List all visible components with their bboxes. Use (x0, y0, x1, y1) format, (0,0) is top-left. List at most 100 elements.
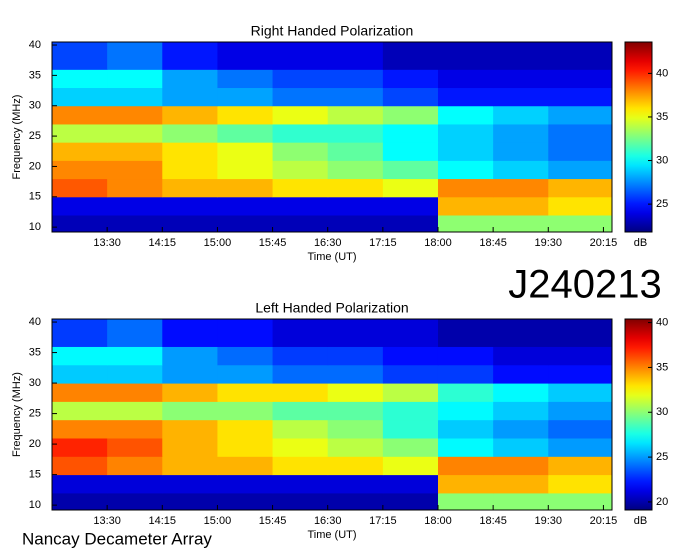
heatmap-cell (162, 492, 218, 511)
x-tick-label: 13:30 (93, 237, 121, 249)
heatmap-cell (548, 123, 613, 143)
heatmap-cell (493, 142, 549, 161)
heatmap-cell (217, 319, 274, 347)
heatmap-cell (493, 419, 549, 439)
heatmap-cell (437, 196, 494, 216)
heatmap-cell (107, 123, 163, 143)
x-axis-label: Time (UT) (307, 529, 356, 541)
heatmap-cell (493, 364, 549, 384)
heatmap-cell (382, 123, 439, 143)
x-tick-label: 13:30 (93, 515, 121, 527)
heatmap-cell (217, 364, 274, 384)
heatmap-cell (272, 492, 329, 511)
heatmap-cell (327, 437, 384, 457)
y-axis-label: Frequency (MHz) (11, 372, 23, 457)
heatmap-cell (162, 419, 218, 439)
heatmap-cell (382, 142, 439, 161)
heatmap-cell (493, 178, 549, 198)
heatmap-cell (107, 437, 163, 457)
heatmap-cell (162, 42, 218, 70)
event-id: J240213 (508, 263, 661, 307)
heatmap-cell (52, 419, 108, 439)
x-tick-label: 19:30 (535, 515, 563, 527)
heatmap-cell (272, 160, 329, 180)
heatmap-cell (107, 215, 163, 233)
y-tick-label: 40 (29, 316, 41, 328)
heatmap-cell (327, 123, 384, 143)
heatmap-cell (272, 215, 329, 233)
heatmap-cell (217, 383, 274, 402)
heatmap-cell (52, 87, 108, 107)
heatmap-cell (107, 178, 163, 198)
heatmap-cell (437, 456, 494, 476)
colorbar-tick-label: 30 (656, 406, 668, 418)
heatmap-cell (382, 474, 439, 494)
x-tick-label: 20:15 (590, 237, 618, 249)
heatmap-cell (327, 42, 384, 70)
heatmap-cell (548, 69, 613, 89)
heatmap-cell (382, 383, 439, 402)
heatmap-cell (382, 346, 439, 366)
heatmap-cell (548, 142, 613, 161)
heatmap-cell (217, 87, 274, 107)
heatmap-cell (437, 178, 494, 198)
heatmap-cell (52, 42, 108, 70)
heatmap-cell (217, 401, 274, 421)
x-tick-label: 18:45 (479, 515, 507, 527)
y-tick-label: 25 (29, 407, 41, 419)
heatmap-cell (107, 319, 163, 347)
heatmap-cell (493, 401, 549, 421)
y-tick-label: 15 (29, 191, 41, 203)
x-tick-label: 20:15 (590, 515, 618, 527)
heatmap-cell (217, 215, 274, 233)
heatmap-cell (107, 419, 163, 439)
heatmap-cell (327, 456, 384, 476)
heatmap-cell (52, 178, 108, 198)
heatmap-cell (162, 160, 218, 180)
heatmap-cell (217, 123, 274, 143)
heatmap-cell (52, 123, 108, 143)
colorbar (624, 41, 653, 233)
heatmap-cell (327, 160, 384, 180)
heatmap-cell (382, 42, 439, 70)
heatmap-cell (548, 105, 613, 125)
y-tick-label: 40 (29, 39, 41, 51)
heatmap-cell (493, 196, 549, 216)
heatmap-cell (493, 383, 549, 402)
heatmap-cell (493, 319, 549, 347)
heatmap-cell (52, 142, 108, 161)
heatmap-cell (493, 69, 549, 89)
heatmap-cell (217, 160, 274, 180)
heatmap-cell (217, 42, 274, 70)
x-tick-label: 18:00 (424, 237, 452, 249)
y-tick-label: 10 (29, 499, 41, 511)
heatmap-cell (437, 160, 494, 180)
x-axis-label: Time (UT) (307, 251, 356, 263)
heatmap-cell (548, 401, 613, 421)
heatmap-cell (107, 142, 163, 161)
heatmap-cell (162, 105, 218, 125)
heatmap-cell (272, 178, 329, 198)
heatmap-cell (382, 87, 439, 107)
heatmap-cell (327, 419, 384, 439)
heatmap-cell (327, 215, 384, 233)
heatmap-cell (52, 383, 108, 402)
heatmap-cell (162, 474, 218, 494)
heatmap-cell (162, 346, 218, 366)
credit: Nancay Decameter Array (22, 529, 212, 548)
colorbar-tick-label: 35 (656, 361, 668, 373)
colorbar-tick-label: 40 (656, 316, 668, 328)
heatmap-cell (162, 69, 218, 89)
heatmap-cell (162, 364, 218, 384)
heatmap-cell (162, 319, 218, 347)
heatmap-cell (162, 437, 218, 457)
heatmap-cell (548, 364, 613, 384)
heatmap-cell (382, 69, 439, 89)
colorbar-tick-label: 40 (656, 67, 668, 79)
x-tick-label: 14:15 (149, 237, 177, 249)
heatmap-cell (382, 215, 439, 233)
colorbar-tick-label: 25 (656, 451, 668, 463)
x-tick-label: 17:15 (369, 515, 397, 527)
